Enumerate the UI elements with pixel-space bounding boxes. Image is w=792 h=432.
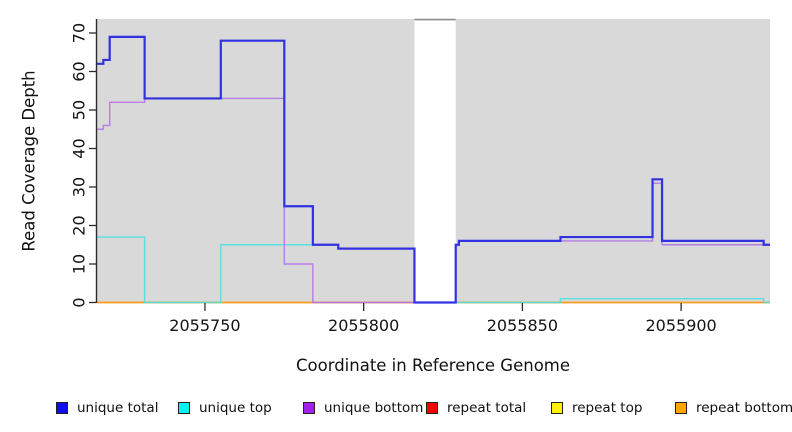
legend-item-unique-top: unique top bbox=[178, 399, 272, 417]
legend-item-repeat-bottom: repeat bottom bbox=[675, 399, 792, 417]
series-line-unique-total bbox=[97, 35, 770, 304]
legend-item-repeat-total: repeat total bbox=[426, 399, 526, 417]
legend-item-repeat-top: repeat top bbox=[551, 399, 642, 417]
y-tick-label: 60 bbox=[70, 61, 89, 81]
y-tick-label: 10 bbox=[70, 254, 89, 274]
x-tick-label: 2055750 bbox=[169, 316, 240, 335]
legend-swatch-icon bbox=[675, 402, 687, 414]
legend-swatch-icon bbox=[551, 402, 563, 414]
x-tick-label: 2055850 bbox=[487, 316, 558, 335]
legend-item-unique-bottom: unique bottom bbox=[303, 399, 423, 417]
y-tick-label: 0 bbox=[70, 297, 89, 307]
no-data-region bbox=[414, 19, 456, 303]
y-tick-label: 20 bbox=[70, 215, 89, 235]
legend-item-unique-total: unique total bbox=[56, 399, 158, 417]
x-axis-title: Coordinate in Reference Genome bbox=[295, 356, 571, 375]
legend-swatch-icon bbox=[426, 402, 438, 414]
y-tick-label: 30 bbox=[70, 177, 89, 197]
legend-swatch-icon bbox=[178, 402, 190, 414]
x-tick-label: 2055900 bbox=[645, 316, 716, 335]
x-tick-label: 2055800 bbox=[328, 316, 399, 335]
y-tick-label: 50 bbox=[70, 100, 89, 120]
legend-label: repeat total bbox=[447, 400, 527, 416]
legend-label: repeat top bbox=[572, 400, 643, 416]
legend-label: unique total bbox=[77, 400, 159, 416]
legend-swatch-icon bbox=[56, 402, 68, 414]
legend-label: unique bottom bbox=[324, 400, 424, 416]
legend-label: unique top bbox=[199, 400, 272, 416]
y-axis-title: Read Coverage Depth bbox=[19, 70, 39, 252]
y-tick-label: 40 bbox=[70, 138, 89, 158]
y-tick-label: 70 bbox=[70, 23, 89, 43]
legend: unique total unique top unique bottom repea… bbox=[0, 399, 792, 421]
legend-label: repeat bottom bbox=[696, 400, 792, 416]
legend-swatch-icon bbox=[303, 402, 315, 414]
